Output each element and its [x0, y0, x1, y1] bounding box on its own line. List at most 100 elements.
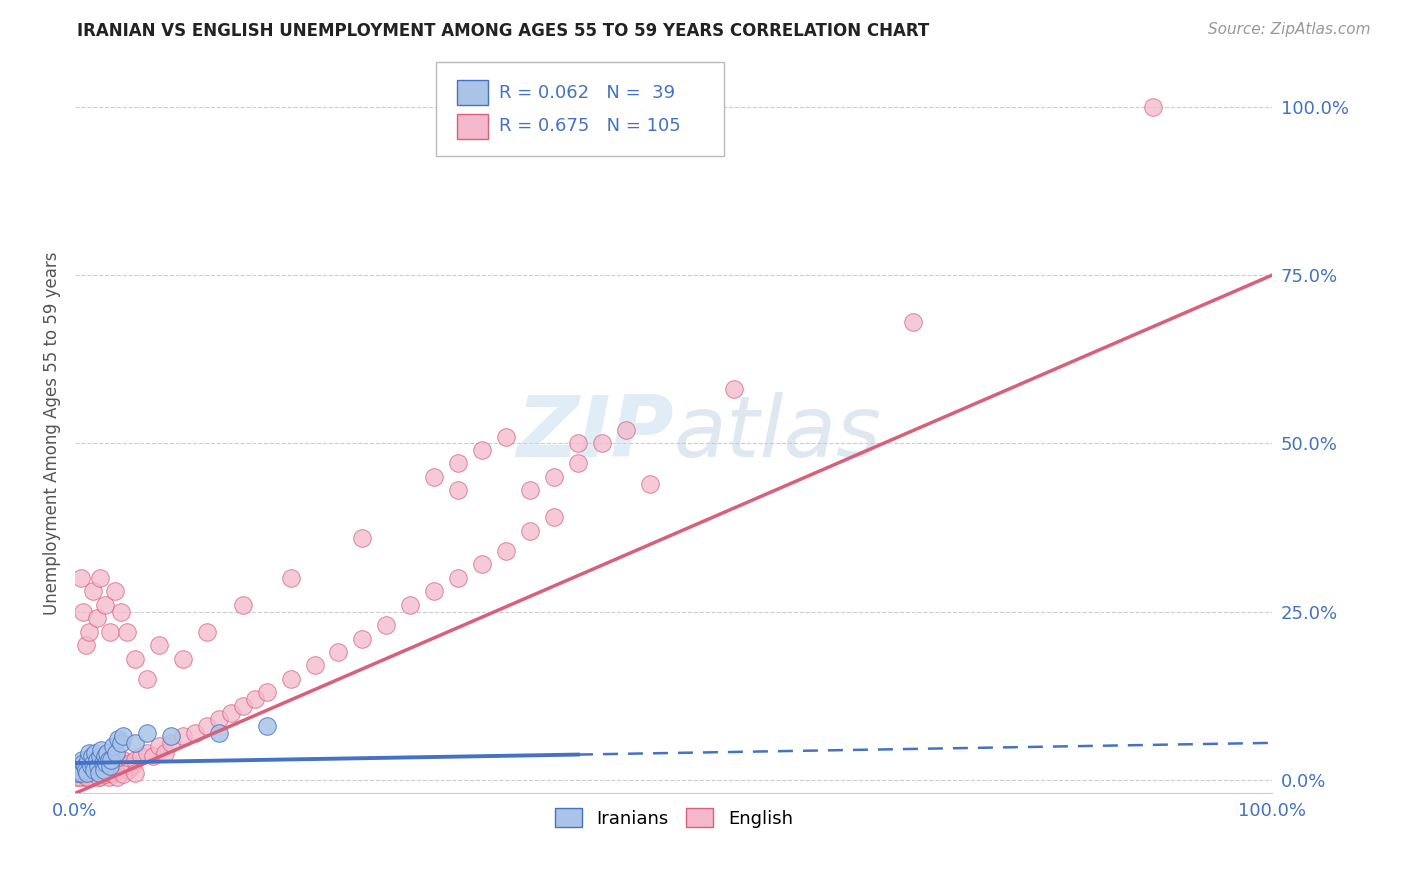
Point: [83, 764, 105, 779]
Point: [77, 753, 100, 767]
Point: [208, 712, 231, 726]
Text: R = 0.062   N =  39: R = 0.062 N = 39: [499, 84, 675, 102]
Point: [114, 759, 136, 773]
Point: [98, 766, 121, 780]
Point: [84, 746, 107, 760]
Point: [124, 651, 146, 665]
Point: [352, 632, 374, 646]
Point: [89, 749, 111, 764]
Point: [115, 624, 138, 639]
Point: [104, 756, 127, 770]
Point: [70, 770, 93, 784]
Point: [97, 753, 120, 767]
Point: [135, 725, 157, 739]
Point: [80, 763, 103, 777]
Text: IRANIAN VS ENGLISH UNEMPLOYMENT AMONG AGES 55 TO 59 YEARS CORRELATION CHART: IRANIAN VS ENGLISH UNEMPLOYMENT AMONG AG…: [77, 22, 929, 40]
Point: [124, 766, 146, 780]
Y-axis label: Unemployment Among Ages 55 to 59 years: Unemployment Among Ages 55 to 59 years: [44, 252, 60, 615]
Point: [423, 470, 446, 484]
Point: [100, 753, 122, 767]
Point: [80, 749, 103, 764]
Point: [94, 767, 117, 781]
Point: [89, 571, 111, 585]
Point: [304, 658, 326, 673]
Point: [70, 766, 93, 780]
Point: [82, 584, 104, 599]
Point: [90, 742, 112, 756]
Point: [86, 611, 108, 625]
Point: [723, 383, 745, 397]
Point: [70, 766, 93, 780]
Point: [77, 763, 100, 777]
Point: [76, 770, 98, 784]
Point: [1142, 100, 1164, 114]
Legend: Iranians, English: Iranians, English: [547, 801, 800, 835]
Point: [87, 766, 110, 780]
Point: [543, 510, 565, 524]
Point: [96, 764, 118, 779]
Point: [94, 749, 117, 764]
Point: [280, 571, 302, 585]
Point: [153, 746, 176, 760]
Point: [519, 483, 541, 498]
Point: [72, 756, 94, 770]
Point: [135, 672, 157, 686]
Point: [903, 315, 925, 329]
Point: [100, 766, 122, 780]
Point: [70, 753, 93, 767]
Point: [328, 645, 350, 659]
Point: [82, 766, 104, 780]
Point: [82, 756, 104, 770]
Point: [111, 729, 134, 743]
Point: [447, 457, 470, 471]
Point: [121, 759, 143, 773]
Point: [159, 736, 181, 750]
Point: [90, 759, 112, 773]
Point: [110, 736, 132, 750]
Point: [94, 761, 117, 775]
Point: [172, 651, 194, 665]
Point: [94, 767, 117, 781]
Point: [567, 436, 589, 450]
Point: [72, 605, 94, 619]
Point: [66, 766, 89, 780]
Point: [471, 558, 494, 572]
Point: [519, 524, 541, 538]
Point: [79, 746, 101, 760]
Point: [93, 763, 115, 777]
Text: R = 0.675   N = 105: R = 0.675 N = 105: [499, 118, 681, 136]
Point: [79, 759, 101, 773]
Point: [67, 770, 90, 784]
Point: [97, 770, 120, 784]
Point: [375, 618, 398, 632]
Point: [89, 763, 111, 777]
Text: ZIP: ZIP: [516, 392, 673, 475]
Point: [567, 457, 589, 471]
Point: [87, 770, 110, 784]
Point: [79, 759, 101, 773]
Point: [352, 531, 374, 545]
Point: [135, 746, 157, 760]
Point: [73, 759, 96, 773]
Point: [614, 423, 637, 437]
Point: [195, 624, 218, 639]
Point: [93, 763, 115, 777]
Point: [232, 598, 254, 612]
Point: [69, 767, 91, 781]
Point: [96, 746, 118, 760]
Point: [75, 763, 97, 777]
Point: [471, 442, 494, 457]
Point: [124, 736, 146, 750]
Point: [105, 763, 128, 777]
Point: [73, 766, 96, 780]
Point: [82, 770, 104, 784]
Point: [83, 763, 105, 777]
Point: [86, 753, 108, 767]
Point: [591, 436, 613, 450]
Point: [172, 729, 194, 743]
Point: [423, 584, 446, 599]
Point: [103, 759, 125, 773]
Point: [87, 759, 110, 773]
Point: [84, 767, 107, 781]
Point: [117, 763, 139, 777]
